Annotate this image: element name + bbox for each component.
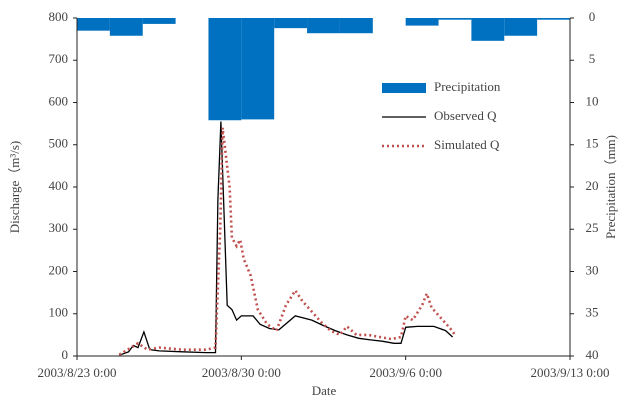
x-tick-label: 2003/8/30 0:00: [202, 365, 281, 380]
precip-bar: [504, 18, 538, 36]
x-tick-label: 2003/9/13 0:00: [530, 365, 609, 380]
y2-tick-label: 20: [586, 178, 599, 193]
y-tick-label: 0: [62, 347, 69, 362]
precip-bar: [537, 18, 570, 20]
y-tick-label: 400: [49, 178, 69, 193]
y-tick-label: 300: [49, 220, 69, 235]
y2-tick-label: 40: [586, 347, 599, 362]
y2-tick-label: 30: [586, 262, 599, 277]
precip-bar: [109, 18, 143, 36]
q-line: [118, 127, 457, 356]
x-tick-label: 2003/9/6 0:00: [369, 365, 442, 380]
precip-bar: [142, 18, 176, 24]
y2-axis-label: Precipitation（mm): [603, 135, 618, 239]
precip-bar: [307, 18, 340, 34]
precip-bar: [339, 18, 373, 34]
precip-bar: [471, 18, 505, 41]
precip-bar: [208, 18, 242, 121]
y-tick-label: 200: [49, 262, 69, 277]
precip-bar: [77, 18, 110, 31]
precip-bar: [241, 18, 275, 120]
y-tick-label: 600: [49, 93, 69, 108]
legend-label: Observed Q: [434, 108, 497, 123]
y2-tick-label: 10: [586, 93, 599, 108]
y2-tick-label: 35: [586, 305, 599, 320]
precip-bar: [274, 18, 308, 29]
y-tick-label: 100: [49, 305, 69, 320]
precip-bar: [438, 18, 472, 20]
legend-swatch: [382, 83, 426, 93]
q-line: [119, 121, 454, 356]
y2-tick-label: 5: [589, 51, 596, 66]
y-tick-label: 700: [49, 51, 69, 66]
x-tick-label: 2003/8/23 0:00: [37, 365, 116, 380]
y-tick-label: 500: [49, 136, 69, 151]
y-tick-label: 800: [49, 9, 69, 24]
y2-tick-label: 15: [586, 136, 599, 151]
y-axis-label: Discharge（m³/s): [7, 141, 22, 233]
legend-label: Precipitation: [434, 79, 501, 94]
y2-tick-label: 0: [589, 9, 596, 24]
y2-tick-label: 25: [586, 220, 599, 235]
precip-bar: [405, 18, 439, 26]
legend-label: Simulated Q: [434, 137, 500, 152]
x-axis-label: Date: [312, 383, 337, 398]
